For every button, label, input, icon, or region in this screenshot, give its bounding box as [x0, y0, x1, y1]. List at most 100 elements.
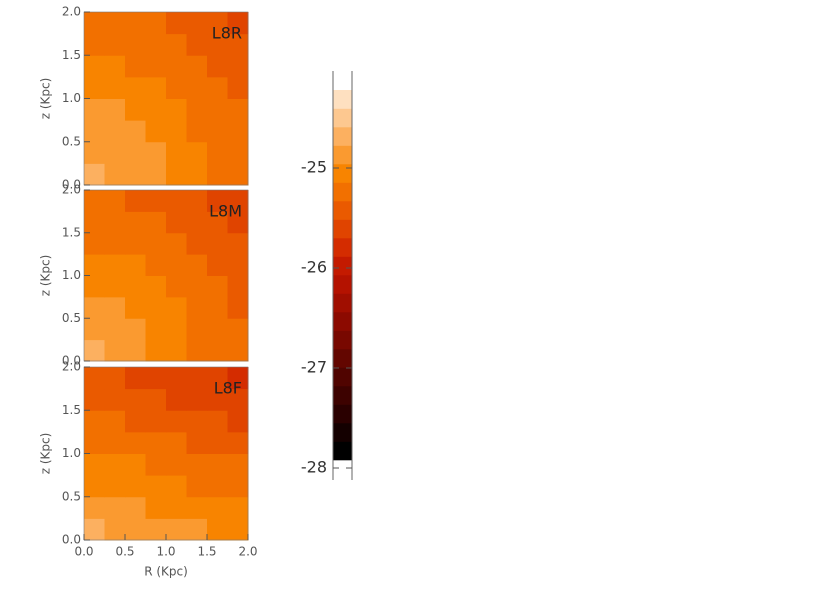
contour-cell — [145, 339, 167, 362]
contour-cell — [227, 163, 249, 186]
colorbar-band — [333, 219, 352, 239]
contour-cell — [207, 76, 228, 99]
contour-cell — [104, 190, 126, 212]
contour-cell — [145, 254, 167, 276]
contour-cell — [227, 431, 249, 454]
contour-cell — [207, 163, 228, 186]
contour-cell — [145, 98, 167, 121]
contour-cell — [186, 367, 208, 390]
contour-cell — [104, 254, 126, 276]
contour-cell — [166, 163, 187, 186]
contour-cell — [145, 475, 167, 498]
contour-cell — [207, 453, 228, 476]
contour-cell — [166, 318, 187, 341]
contour-cell — [227, 33, 249, 56]
contour-cell — [166, 431, 187, 454]
contour-cell — [227, 339, 249, 362]
y-tick-label: 2.0 — [62, 183, 81, 197]
contour-cell — [207, 55, 228, 78]
contour-cell — [207, 141, 228, 164]
contour-cell — [207, 496, 228, 519]
contour-cell — [104, 339, 126, 362]
contour-cell — [145, 211, 167, 234]
contour-cell — [84, 367, 105, 390]
contour-cell — [227, 410, 249, 433]
contour-cell — [125, 475, 146, 498]
contour-cell — [104, 318, 126, 341]
y-axis-label: z (Kpc) — [39, 433, 53, 475]
contour-cell — [186, 98, 208, 121]
contour-cell — [125, 496, 146, 519]
contour-cell — [104, 475, 126, 498]
contour-cell — [104, 163, 126, 186]
y-tick-label: 1.0 — [62, 268, 81, 282]
contour-cell — [145, 275, 167, 298]
contour-cell — [104, 211, 126, 234]
contour-cell — [207, 296, 228, 319]
contour-cell — [186, 211, 208, 234]
contour-cell — [186, 55, 208, 78]
contour-cell — [207, 410, 228, 433]
contour-cell — [84, 190, 105, 212]
x-axis-label: R (Kpc) — [144, 565, 188, 579]
contour-cell — [84, 120, 105, 143]
contour-cell — [186, 12, 208, 35]
contour-cell — [145, 12, 167, 35]
x-tick-label: 2.0 — [238, 545, 257, 559]
contour-cell — [186, 431, 208, 454]
panel-label: L8M — [209, 202, 242, 221]
contour-cell — [145, 518, 167, 541]
y-tick-label: 0.5 — [62, 489, 81, 503]
contour-cell — [104, 120, 126, 143]
contour-cell — [125, 163, 146, 186]
contour-cell — [186, 254, 208, 276]
y-tick-label: 1.5 — [62, 403, 81, 417]
contour-cell — [227, 211, 249, 234]
contour-cell — [84, 431, 105, 454]
colorbar-tick-label: -28 — [301, 458, 327, 477]
contour-cell — [166, 475, 187, 498]
contour-cell — [207, 518, 228, 541]
colorbar-band — [333, 404, 352, 424]
contour-cell — [125, 76, 146, 99]
y-tick-label: 1.0 — [62, 91, 81, 105]
contour-cell — [166, 55, 187, 78]
contour-cell — [166, 367, 187, 390]
contour-cell — [125, 120, 146, 143]
contour-cell — [207, 211, 228, 234]
contour-cell — [186, 475, 208, 498]
contour-cell — [125, 296, 146, 319]
contour-cell — [145, 232, 167, 255]
contour-cell — [207, 367, 228, 390]
colorbar-band — [333, 275, 352, 294]
contour-cell — [227, 190, 249, 212]
colorbar-tick-label: -25 — [301, 158, 327, 177]
colorbar-band — [333, 312, 352, 331]
contour-cell — [84, 475, 105, 498]
contour-cell — [207, 431, 228, 454]
contour-cell — [84, 318, 105, 341]
contour-cell — [84, 55, 105, 78]
colorbar-band — [333, 423, 352, 442]
contour-cell — [84, 211, 105, 234]
contour-cell — [186, 275, 208, 298]
contour-cell — [104, 232, 126, 255]
contour-cell — [145, 55, 167, 78]
contour-cell — [145, 141, 167, 164]
contour-cell — [84, 33, 105, 56]
contour-cell — [166, 275, 187, 298]
contour-cell — [145, 496, 167, 519]
contour-cell — [104, 33, 126, 56]
contour-cell — [84, 98, 105, 121]
contour-cell — [186, 141, 208, 164]
contour-cell — [207, 98, 228, 121]
contour-cell — [186, 163, 208, 186]
contour-cell — [104, 141, 126, 164]
y-tick-label: 0.5 — [62, 311, 81, 325]
contour-cell — [125, 98, 146, 121]
contour-cell — [84, 339, 105, 362]
contour-cell — [125, 518, 146, 541]
contour-cell — [227, 453, 249, 476]
contour-cell — [145, 120, 167, 143]
